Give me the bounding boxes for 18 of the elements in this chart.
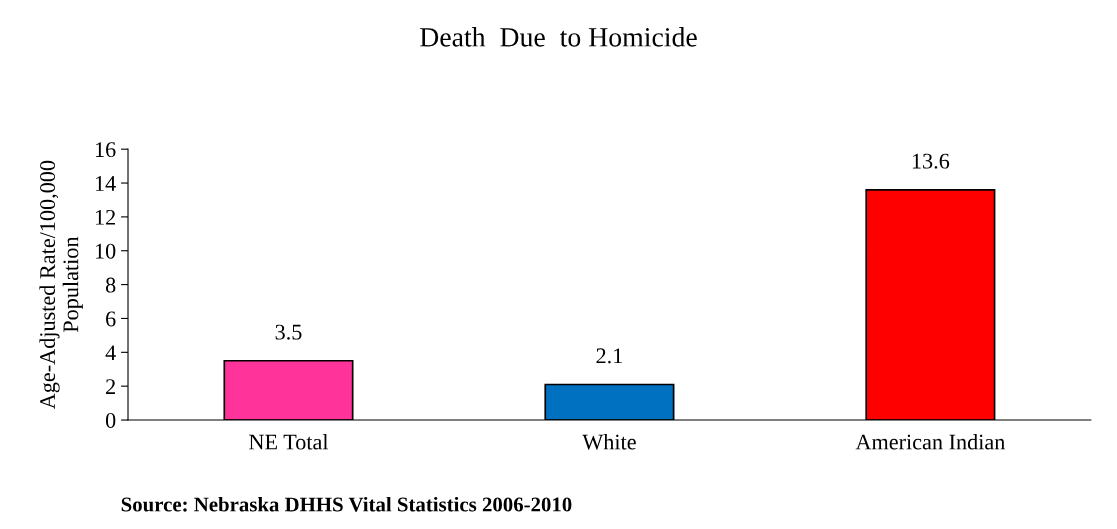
y-tick-label: 4 — [105, 345, 116, 361]
y-axis-title: Age-Adjusted Rate/100,000 Population — [39, 160, 83, 410]
data-label: 3.5 — [275, 324, 302, 340]
data-label: 13.6 — [912, 153, 950, 169]
x-tick-label: American Indian — [855, 433, 1006, 450]
y-tick-label: 2 — [106, 379, 115, 394]
y-tick-label: 16 — [95, 142, 116, 158]
y-tick-label: 10 — [95, 243, 116, 259]
y-tick-label: 12 — [95, 209, 115, 225]
x-tick-label: NE Total — [249, 433, 329, 450]
data-label: 2.1 — [596, 348, 622, 364]
y-tick-label: 14 — [95, 176, 116, 191]
y-tick-label: 0 — [105, 412, 116, 428]
y-tick-label: 8 — [105, 277, 116, 293]
chart-title: Death Due to Homicide — [420, 27, 697, 47]
x-tick-label: White — [582, 433, 636, 450]
y-tick-label: 6 — [106, 311, 116, 327]
source-note: Source: Nebraska DHHS Vital Statistics 2006-2010 — [121, 496, 572, 512]
